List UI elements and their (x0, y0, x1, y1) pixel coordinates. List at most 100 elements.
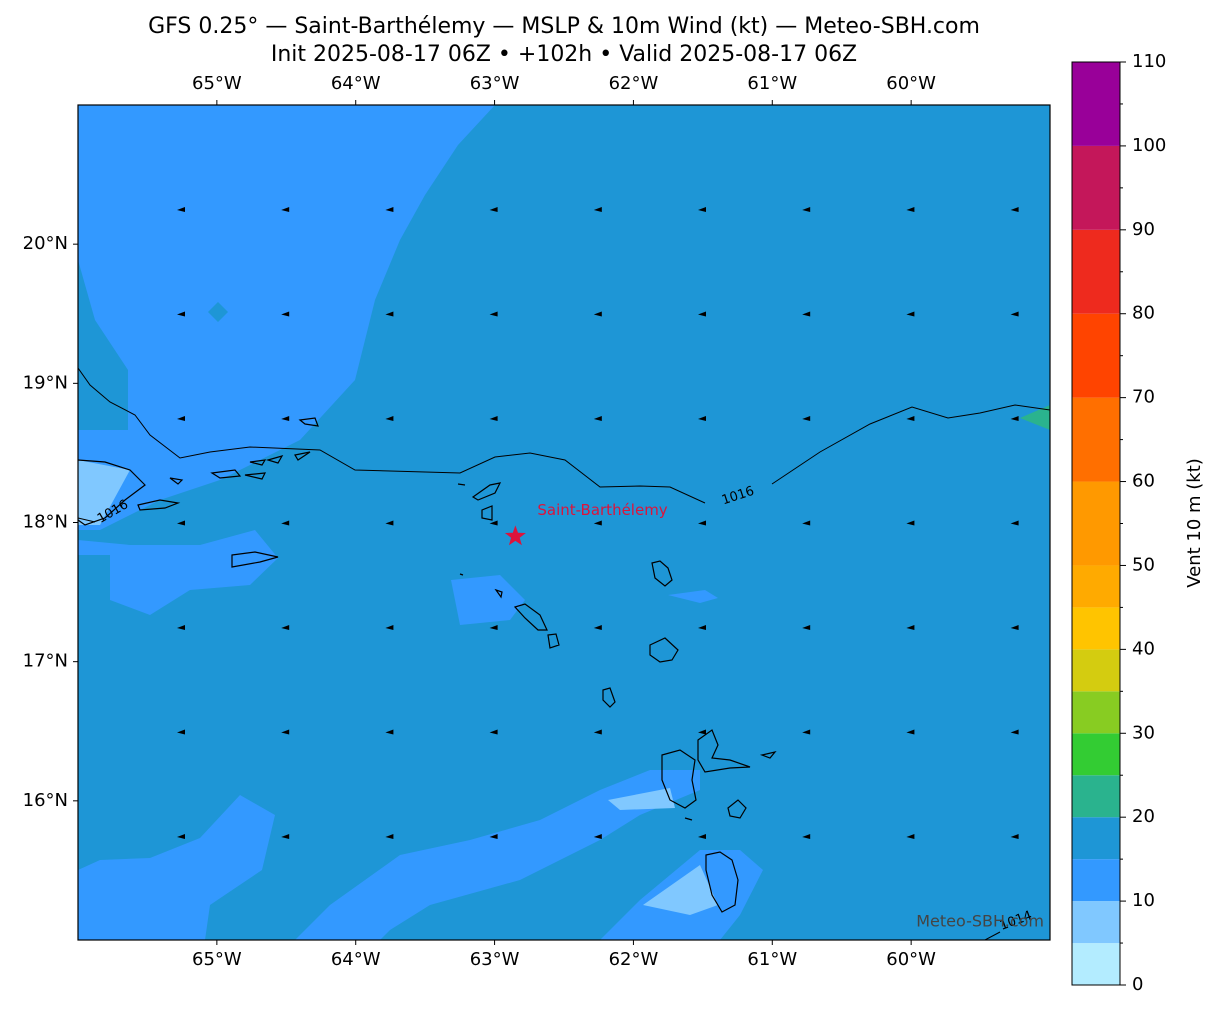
watermark: Meteo-SBH.com (916, 912, 1044, 931)
x-tick-label: 65°W (192, 949, 242, 970)
colorbar-tick-label: 90 (1132, 219, 1155, 240)
colorbar-tick-label: 20 (1132, 806, 1155, 827)
colorbar-tick-label: 110 (1132, 51, 1166, 72)
location-marker (504, 525, 526, 546)
colorbar-band (1072, 313, 1120, 398)
wind-field (78, 575, 763, 940)
colorbar-band (1072, 775, 1120, 818)
wind-barb (489, 834, 498, 839)
isobar (78, 367, 1050, 523)
wind-barb (698, 520, 706, 526)
wind-barb (593, 625, 602, 630)
wind-barb (385, 834, 394, 839)
wind-barb (385, 520, 394, 526)
wind-barb (802, 520, 811, 526)
wind-barb (1010, 311, 1019, 317)
wind-barb (281, 207, 290, 212)
wind-field (1020, 405, 1050, 430)
wind-barb (281, 416, 290, 421)
wind-barb (802, 834, 811, 839)
wind-barb (906, 834, 915, 839)
wind-barb (698, 416, 706, 421)
colorbar-tick-label: 50 (1132, 554, 1155, 575)
wind-barb (906, 520, 915, 526)
map-area (78, 105, 1050, 940)
wind-barb (593, 416, 602, 421)
wind-barb (489, 207, 498, 212)
wind-barb (1010, 416, 1019, 421)
colorbar-tick-label: 0 (1132, 974, 1143, 995)
wind-barb (698, 729, 706, 735)
wind-barb (385, 729, 394, 735)
colorbar-band (1072, 145, 1120, 230)
colorbar-tick-label: 40 (1132, 638, 1155, 659)
wind-barb (593, 729, 602, 735)
wind-barb (281, 520, 290, 526)
wind-field (78, 260, 228, 430)
x-tick-label: 65°W (192, 73, 242, 94)
wind-barb (906, 729, 915, 735)
wind-barb (489, 416, 498, 421)
colorbar-band (1072, 649, 1120, 692)
wind-barb (593, 834, 602, 839)
colorbar-tick-label: 60 (1132, 471, 1155, 492)
colorbar-band (1072, 229, 1120, 314)
wind-barb (802, 625, 811, 630)
colorbar-band (1072, 481, 1120, 566)
isobar (984, 931, 1001, 940)
x-tick-label: 61°W (747, 949, 797, 970)
colorbar-tick-label: 100 (1132, 135, 1166, 156)
y-tick-label: 17°N (23, 651, 68, 672)
y-tick-label: 16°N (23, 790, 68, 811)
wind-barb (593, 520, 602, 526)
wind-barb (1010, 625, 1019, 630)
wind-barb (802, 729, 811, 735)
x-tick-label: 60°W (886, 73, 936, 94)
x-tick-label: 63°W (470, 73, 520, 94)
colorbar-band (1072, 565, 1120, 608)
wind-barb (489, 625, 498, 630)
wind-barb (906, 207, 915, 212)
wind-barb (177, 311, 185, 317)
colorbar-band (1072, 901, 1120, 944)
colorbar-label: Vent 10 m (kt) (1184, 458, 1205, 588)
title: GFS 0.25° — Saint-Barthélemy — MSLP & 10… (148, 14, 980, 39)
wind-barb (489, 311, 498, 317)
wind-barbs (177, 207, 1019, 839)
wind-barb (698, 207, 706, 212)
coastlines (78, 417, 777, 913)
wind-barb (593, 311, 602, 317)
colorbar-band (1072, 943, 1120, 985)
location-label: Saint-Barthélemy (537, 501, 667, 519)
colorbar-band (1072, 691, 1120, 734)
x-tick-label: 63°W (470, 949, 520, 970)
wind-barb (698, 311, 706, 317)
wind-barb (1010, 729, 1019, 735)
wind-barb (177, 207, 185, 212)
colorbar-band (1072, 859, 1120, 902)
colorbar-band (1072, 733, 1120, 776)
wind-barb (489, 729, 498, 735)
wind-barb (281, 311, 290, 317)
subtitle: Init 2025-08-17 06Z • +102h • Valid 2025… (271, 42, 857, 67)
wind-barb (906, 416, 915, 421)
wind-barb (1010, 207, 1019, 212)
wind-barb (177, 729, 185, 735)
wind-barb (906, 311, 915, 317)
wind-barb (802, 207, 811, 212)
wind-barb (281, 729, 290, 735)
wind-barb (906, 625, 915, 630)
x-tick-label: 62°W (609, 73, 659, 94)
wind-barb (385, 625, 394, 630)
colorbar-tick-label: 30 (1132, 722, 1155, 743)
colorbar-band (1072, 62, 1120, 146)
y-tick-label: 20°N (23, 233, 68, 254)
y-tick-label: 19°N (23, 372, 68, 393)
wind-barb (177, 520, 185, 526)
y-tick-label: 18°N (23, 512, 68, 533)
wind-barb (281, 834, 290, 839)
wind-barb (385, 207, 394, 212)
colorbar-tick-label: 80 (1132, 303, 1155, 324)
